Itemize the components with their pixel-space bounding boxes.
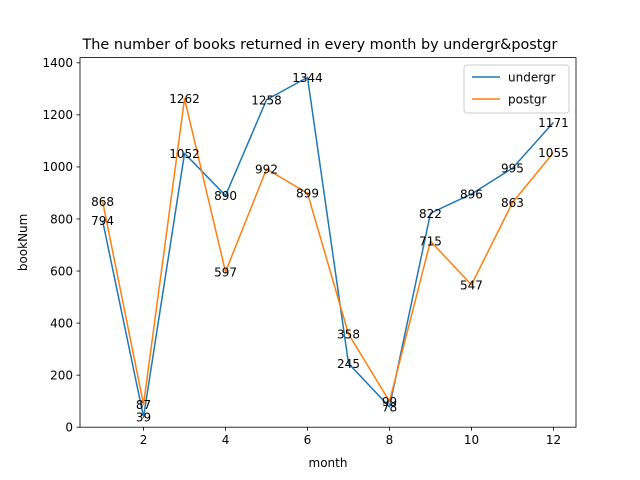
y-axis-label: bookNum [16,214,30,272]
y-tick-label: 1000 [42,160,73,174]
series-line-postgr [101,97,555,406]
y-axis: 0 200 400 600 800 1000 1200 1400 [42,56,80,435]
data-label-undergr-8: 78 [382,400,397,414]
data-label-undergr-2: 39 [136,411,151,425]
data-label-postgr-10: 547 [460,278,483,292]
y-tick-label: 1200 [42,108,73,122]
data-label-postgr-11: 863 [501,196,524,210]
data-label-postgr-7: 358 [337,328,360,342]
data-label-postgr-3: 1262 [169,92,200,106]
data-label-undergr-4: 890 [214,189,237,203]
x-tick-label: 4 [222,433,230,447]
x-tick-label: 6 [304,433,312,447]
data-label-undergr-3: 1052 [169,147,200,161]
plot-area: 794 39 1052 890 1258 1344 245 78 822 896 995 1171 86… [91,71,569,425]
data-label-postgr-1: 868 [91,195,114,209]
y-tick-label: 400 [50,316,73,330]
data-label-undergr-9: 822 [419,207,442,221]
data-label-postgr-8: 99 [382,395,397,409]
plot-frame [79,57,577,428]
x-axis-label: month [309,456,348,470]
data-label-postgr-4: 597 [214,265,237,279]
x-tick-label: 8 [386,433,394,447]
y-tick-label: 800 [50,212,73,226]
x-tick-label: 2 [140,433,148,447]
chart-title: The number of books returned in every mo… [82,37,558,53]
data-label-undergr-10: 896 [460,187,483,201]
data-label-undergr-5: 1258 [251,93,282,107]
legend-label-undergr: undergr [508,70,556,84]
data-label-undergr-7: 245 [337,357,360,371]
x-tick-label: 12 [546,433,561,447]
x-axis: 2 4 6 8 10 12 [140,427,561,447]
legend: undergr postgr [463,64,570,114]
series-line-undergr [101,76,555,418]
data-label-postgr-12: 1055 [538,146,569,160]
data-label-postgr-2: 87 [136,398,151,412]
data-label-undergr-6: 1344 [292,71,323,85]
data-label-undergr-11: 995 [501,162,524,176]
y-tick-label: 200 [50,368,73,382]
x-tick-label: 10 [464,433,479,447]
legend-label-postgr: postgr [508,92,547,106]
data-label-postgr-5: 992 [255,163,278,177]
y-tick-label: 1400 [42,56,73,70]
data-label-undergr-12: 1171 [538,116,569,130]
data-label-undergr-1: 794 [91,214,114,228]
y-tick-label: 600 [50,264,73,278]
y-tick-label: 0 [65,421,73,435]
data-label-postgr-9: 715 [419,235,442,249]
data-label-postgr-6: 899 [296,187,319,201]
